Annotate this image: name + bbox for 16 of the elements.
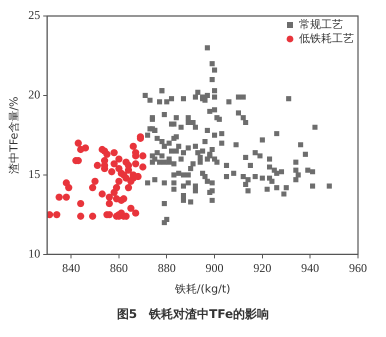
x-tick-label: 940 [301,260,320,275]
legend-label: 常规工艺 [299,18,343,31]
y-tick-label: 25 [28,8,40,22]
text: 图5 铁耗对渣中TFe的影响 [116,306,270,323]
y-tick-label: 15 [28,167,40,182]
x-axis-title: 铁耗/(kg/t) [174,282,230,296]
legend-label: 低铁耗工艺 [299,32,354,45]
y-axis-title: 渣中TFe含量/% [7,96,20,174]
x-tick-label: 860 [110,260,128,275]
y-tick-label: 20 [28,88,40,102]
x-tick-label: 960 [349,260,367,275]
y-tick-label: 10 [28,246,40,261]
x-tick-label: 880 [158,260,176,275]
x-tick-label: 840 [62,260,80,275]
x-tick-label: 900 [206,260,224,275]
x-tick-label: 920 [253,260,272,275]
